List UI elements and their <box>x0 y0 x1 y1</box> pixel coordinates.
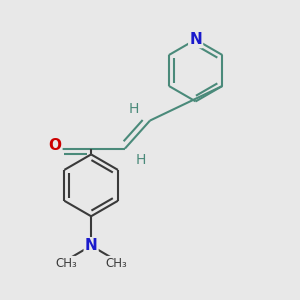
Text: CH₃: CH₃ <box>55 257 77 270</box>
Text: N: N <box>189 32 202 47</box>
Text: H: H <box>129 102 139 116</box>
Text: CH₃: CH₃ <box>105 257 127 270</box>
Text: O: O <box>48 138 62 153</box>
Text: N: N <box>85 238 98 253</box>
Text: H: H <box>136 153 146 167</box>
